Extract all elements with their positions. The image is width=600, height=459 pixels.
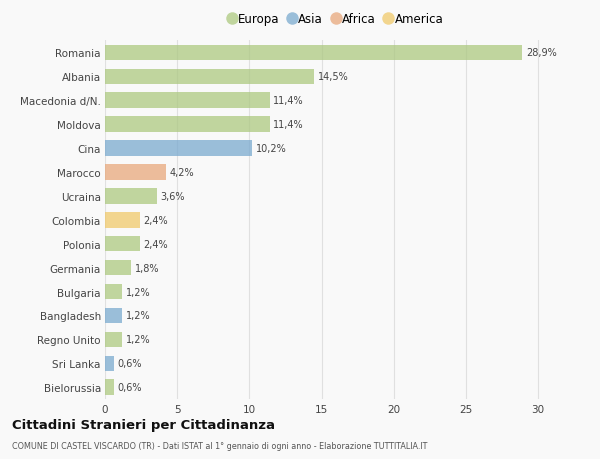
- Text: 2,4%: 2,4%: [143, 215, 168, 225]
- Text: 11,4%: 11,4%: [273, 96, 304, 106]
- Text: Cittadini Stranieri per Cittadinanza: Cittadini Stranieri per Cittadinanza: [12, 418, 275, 431]
- Text: 1,2%: 1,2%: [126, 335, 151, 345]
- Bar: [105, 356, 113, 371]
- Bar: [105, 308, 122, 324]
- Text: 1,2%: 1,2%: [126, 287, 151, 297]
- Bar: [105, 284, 122, 300]
- Bar: [105, 236, 140, 252]
- Bar: [105, 141, 252, 157]
- Text: 3,6%: 3,6%: [161, 191, 185, 202]
- Bar: [105, 213, 140, 228]
- Bar: [105, 117, 269, 133]
- Bar: [105, 45, 522, 61]
- Text: 10,2%: 10,2%: [256, 144, 287, 154]
- Text: 28,9%: 28,9%: [526, 48, 557, 58]
- Text: 1,2%: 1,2%: [126, 311, 151, 321]
- Bar: [105, 93, 269, 109]
- Text: 0,6%: 0,6%: [117, 382, 142, 392]
- Legend: Europa, Asia, Africa, America: Europa, Asia, Africa, America: [229, 13, 443, 26]
- Text: 11,4%: 11,4%: [273, 120, 304, 130]
- Text: 0,6%: 0,6%: [117, 358, 142, 369]
- Bar: [105, 260, 131, 276]
- Text: 1,8%: 1,8%: [134, 263, 159, 273]
- Bar: [105, 165, 166, 180]
- Bar: [105, 332, 122, 347]
- Bar: [105, 69, 314, 85]
- Text: 2,4%: 2,4%: [143, 239, 168, 249]
- Text: COMUNE DI CASTEL VISCARDO (TR) - Dati ISTAT al 1° gennaio di ogni anno - Elabora: COMUNE DI CASTEL VISCARDO (TR) - Dati IS…: [12, 441, 427, 450]
- Text: 14,5%: 14,5%: [318, 72, 349, 82]
- Bar: [105, 380, 113, 395]
- Bar: [105, 189, 157, 204]
- Text: 4,2%: 4,2%: [169, 168, 194, 178]
